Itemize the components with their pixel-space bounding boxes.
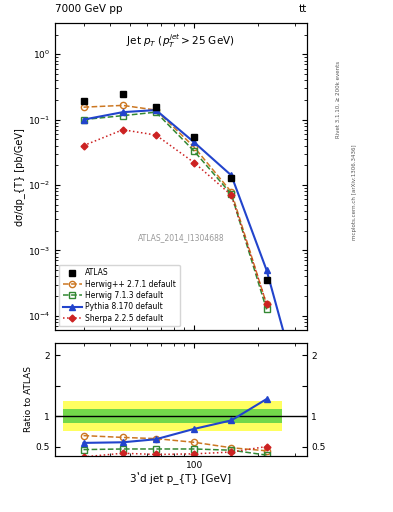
Text: tt: tt [298,4,307,14]
X-axis label: 3ʽd jet p_{T} [GeV]: 3ʽd jet p_{T} [GeV] [130,472,231,485]
Text: ATLAS_2014_I1304688: ATLAS_2014_I1304688 [138,233,224,243]
Y-axis label: dσ/dp_{T} [pb/GeV]: dσ/dp_{T} [pb/GeV] [14,127,25,226]
Text: Rivet 3.1.10, ≥ 200k events: Rivet 3.1.10, ≥ 200k events [336,61,341,138]
Legend: ATLAS, Herwig++ 2.7.1 default, Herwig 7.1.3 default, Pythia 8.170 default, Sherp: ATLAS, Herwig++ 2.7.1 default, Herwig 7.… [59,265,180,327]
Y-axis label: Ratio to ATLAS: Ratio to ATLAS [24,367,33,432]
Text: mcplots.cern.ch [arXiv:1306.3436]: mcplots.cern.ch [arXiv:1306.3436] [352,144,357,240]
Text: 7000 GeV pp: 7000 GeV pp [55,4,123,14]
Text: Jet $p_T$ ($p_T^{jet}>$25 GeV): Jet $p_T$ ($p_T^{jet}>$25 GeV) [127,32,235,50]
